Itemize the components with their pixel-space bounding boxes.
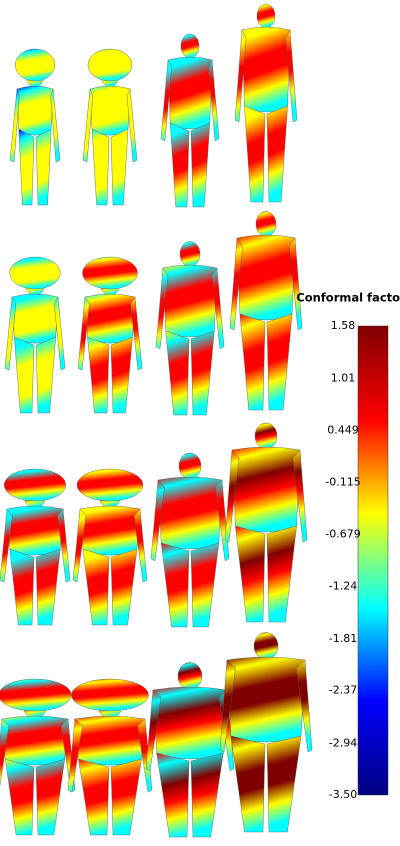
head [178, 452, 202, 480]
head [256, 3, 276, 29]
body-mesh [0, 468, 71, 626]
torso [84, 293, 136, 344]
legs [230, 735, 302, 833]
arms [77, 296, 143, 371]
arms [82, 88, 138, 163]
colorbar-scale [357, 325, 389, 796]
colorbar-tick-label: -1.81 [329, 632, 357, 645]
back [0, 678, 72, 712]
body-mesh [0, 678, 76, 836]
torso [6, 505, 64, 556]
legs [160, 542, 220, 628]
body-mesh [155, 241, 225, 416]
back [71, 678, 149, 712]
torso [236, 234, 296, 321]
body-mesh [234, 3, 298, 203]
body-mesh [224, 422, 308, 623]
arms [4, 296, 66, 371]
colorbar-tick-label: -1.24 [329, 579, 357, 592]
torso [157, 476, 223, 550]
legs [91, 128, 129, 206]
body-mesh [4, 256, 66, 414]
legs [244, 105, 288, 203]
head [177, 662, 203, 690]
body-mesh [77, 256, 143, 414]
body-mesh [219, 632, 313, 833]
back [9, 256, 61, 290]
legs [18, 128, 52, 206]
legs [169, 122, 211, 208]
head [180, 33, 200, 59]
head [253, 632, 279, 660]
colorbar-title: Conformal factor [296, 291, 400, 305]
arms [155, 267, 225, 350]
torso [226, 656, 306, 743]
body-mesh [67, 678, 153, 836]
arms [234, 29, 298, 123]
arms [160, 59, 220, 142]
back [82, 256, 138, 290]
colorbar: Conformal factor 1.58 1.01 0.449 -0.115 -0.6… [296, 291, 400, 802]
colorbar-tick-label: 0.449 [327, 423, 359, 436]
legs [235, 525, 297, 623]
legs [87, 336, 133, 414]
back [4, 468, 66, 502]
body-mesh [72, 468, 148, 626]
arms [0, 508, 71, 583]
arms [229, 237, 303, 331]
legs [239, 313, 293, 411]
legs [82, 548, 138, 626]
torso [241, 26, 291, 113]
torso [1, 715, 69, 766]
torso [167, 56, 213, 130]
head [254, 422, 278, 450]
torso [231, 446, 301, 533]
body-mesh [160, 33, 220, 208]
head [179, 241, 201, 267]
legs [14, 336, 56, 414]
colorbar-tick-label: -2.94 [329, 736, 357, 749]
legs [5, 758, 65, 836]
arms [72, 508, 148, 583]
torso [89, 85, 131, 136]
back [76, 468, 144, 502]
colorbar-tick-label: -3.50 [329, 788, 357, 801]
torso [11, 293, 59, 344]
arms [9, 88, 61, 163]
torso [152, 686, 228, 760]
legs [78, 758, 142, 836]
back [15, 48, 55, 82]
body-mesh [9, 48, 61, 206]
body-meshes [0, 3, 313, 838]
body-mesh [82, 48, 138, 206]
torso [162, 264, 218, 338]
colorbar-tick-label: -0.679 [325, 528, 360, 541]
torso [16, 85, 54, 136]
torso [79, 505, 141, 556]
body-mesh [150, 452, 230, 628]
arms [224, 449, 308, 543]
colorbar-tick-label: -0.115 [325, 475, 360, 488]
legs [9, 548, 61, 626]
back [87, 48, 133, 82]
body-mesh [229, 211, 303, 411]
colorbar-tick-label: -2.37 [329, 684, 357, 697]
arms [219, 659, 313, 753]
torso [74, 715, 146, 766]
legs [156, 752, 224, 838]
colorbar-tick-label: 1.01 [331, 372, 356, 385]
legs [165, 330, 215, 416]
head [255, 211, 277, 237]
colorbar-tick-label: 1.58 [331, 319, 356, 332]
